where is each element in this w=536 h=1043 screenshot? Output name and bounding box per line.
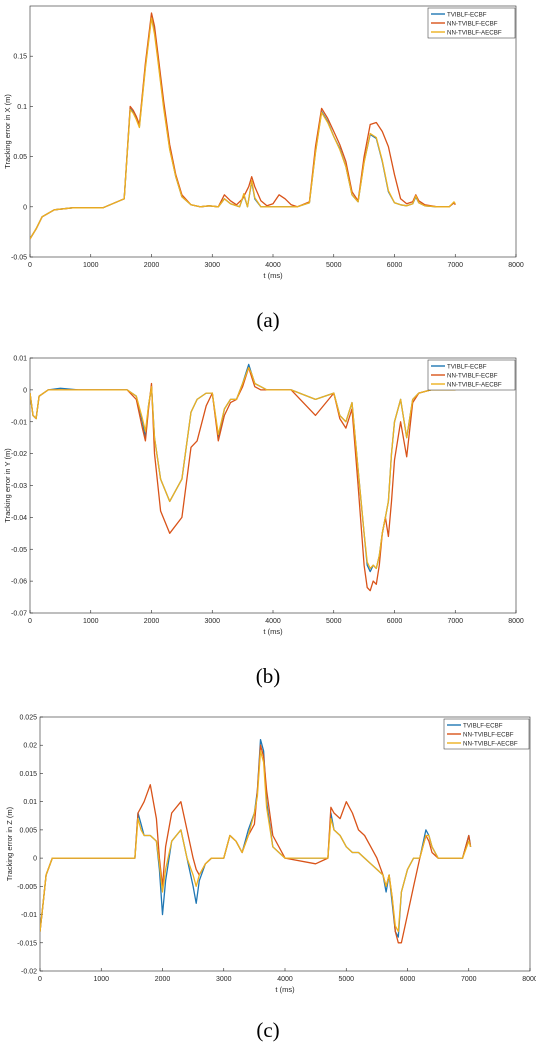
y-tick-label: -0.03: [11, 483, 27, 490]
y-tick-label: -0.01: [11, 419, 27, 426]
chart-panel-y: 0 1000 2000 3000 4000 5000 6000 7000 8000 -0.07 -0…: [0, 350, 536, 650]
series-line-2: [30, 366, 456, 592]
y-axis-ticks: -0.05 0 0.05 0.1 0.15: [11, 54, 33, 262]
y-tick-label: -0.06: [11, 579, 27, 586]
series-line-3: [40, 750, 472, 933]
y-axis-label: Tracking error in X (m): [3, 94, 12, 169]
x-tick-label: 8000: [522, 976, 536, 983]
y-tick-label: -0.01: [21, 912, 37, 919]
chart-panel-z: 0 1000 2000 3000 4000 5000 6000 7000 8000 -0.02 -0…: [0, 705, 536, 1005]
legend-entry-2: NN-TVIBLF-ECBF: [463, 731, 514, 738]
y-tick-label: -0.07: [11, 611, 27, 618]
y-tick-label: -0.05: [11, 547, 27, 554]
legend-entry-3: NN-TVIBLF-AECBF: [447, 29, 502, 36]
y-axis-ticks: -0.07 -0.06 -0.05 -0.04 -0.03 -0.02 -0.01 0 0.01: [11, 356, 33, 618]
x-tick-label: 2000: [144, 618, 160, 625]
legend-entry-1: TVIBLF-ECBF: [447, 11, 487, 18]
x-axis-ticks: 0 1000 2000 3000 4000 5000 6000 7000 8000: [28, 254, 524, 269]
x-tick-label: 4000: [277, 976, 293, 983]
x-tick-label: 5000: [326, 262, 342, 269]
tracking-error-y-chart: 0 1000 2000 3000 4000 5000 6000 7000 8000-0.07-0…: [3, 356, 524, 637]
y-axis-label: Tracking error in Y (m): [3, 448, 12, 523]
plot-area: [29, 5, 517, 258]
y-tick-label: 0: [23, 387, 27, 394]
y-axis-label: Tracking error in Z (m): [5, 806, 14, 881]
plot-area: [29, 357, 517, 614]
x-axis-label: t (ms): [263, 271, 283, 280]
x-tick-label: 6000: [387, 618, 403, 625]
legend-entry-3: NN-TVIBLF-AECBF: [447, 381, 502, 388]
x-axis-ticks: 0 1000 2000 3000 4000 5000 6000 7000 8000: [28, 610, 524, 625]
y-tick-label: 0.02: [23, 743, 37, 750]
legend-entry-2: NN-TVIBLF-ECBF: [447, 20, 498, 27]
x-tick-label: 0: [38, 976, 42, 983]
x-tick-label: 4000: [265, 618, 281, 625]
legend-entry-1: TVIBLF-ECBF: [463, 722, 503, 729]
caption-a: (a): [256, 308, 280, 332]
tracking-error-z-chart: 0 1000 2000 3000 4000 5000 6000 7000 8000-0.02-0…: [5, 715, 536, 995]
legend: TVIBLF-ECBF NN-TVIBLF-ECBF NN-TVIBLF-AECBF: [427, 359, 516, 391]
legend-entry-1: TVIBLF-ECBF: [447, 363, 487, 370]
y-tick-label: 0.025: [19, 715, 37, 722]
y-tick-label: 0.01: [23, 799, 37, 806]
legend: TVIBLF-ECBF NN-TVIBLF-ECBF NN-TVIBLF-AECBF: [443, 718, 530, 750]
x-tick-label: 5000: [338, 976, 354, 983]
series-line-3: [30, 366, 456, 570]
tracking-error-x-chart: 0 1000 2000 3000 4000 5000 6000 7000 8000-0.0500…: [3, 5, 524, 280]
x-tick-label: 0: [28, 618, 32, 625]
y-tick-label: -0.02: [21, 969, 37, 976]
x-tick-label: 1000: [93, 976, 109, 983]
y-tick-label: 0.005: [19, 827, 37, 834]
legend: TVIBLF-ECBF NN-TVIBLF-ECBF NN-TVIBLF-AECBF: [427, 7, 516, 39]
x-tick-label: 3000: [216, 976, 232, 983]
x-tick-label: 2000: [155, 976, 171, 983]
x-tick-label: 6000: [387, 262, 403, 269]
x-axis-ticks: 0 1000 2000 3000 4000 5000 6000 7000 8000: [38, 968, 536, 983]
legend-entry-2: NN-TVIBLF-ECBF: [447, 372, 498, 379]
y-tick-label: -0.04: [11, 515, 27, 522]
x-tick-label: 2000: [144, 262, 160, 269]
y-tick-label: 0.15: [13, 54, 27, 61]
y-tick-label: 0: [33, 856, 37, 863]
x-tick-label: 8000: [508, 262, 524, 269]
plot-area: [39, 716, 531, 972]
y-tick-label: -0.02: [11, 451, 27, 458]
x-tick-label: 3000: [204, 618, 220, 625]
y-tick-label: 0.05: [13, 154, 27, 161]
y-tick-label: -0.015: [17, 940, 37, 947]
caption-b: (b): [255, 664, 281, 688]
x-tick-label: 8000: [508, 618, 524, 625]
y-tick-label: 0.1: [17, 104, 27, 111]
x-tick-label: 4000: [265, 262, 281, 269]
x-tick-label: 7000: [447, 262, 463, 269]
x-tick-label: 7000: [461, 976, 477, 983]
x-tick-label: 7000: [447, 618, 463, 625]
x-tick-label: 6000: [400, 976, 416, 983]
y-tick-label: -0.005: [17, 884, 37, 891]
series-line-2: [40, 744, 472, 944]
series-line-3: [30, 17, 456, 240]
x-tick-label: 0: [28, 262, 32, 269]
y-tick-label: 0: [23, 204, 27, 211]
legend-entry-3: NN-TVIBLF-AECBF: [463, 740, 518, 747]
x-tick-label: 1000: [83, 618, 99, 625]
x-axis-label: t (ms): [275, 985, 295, 994]
caption-c: (c): [256, 1018, 280, 1042]
y-tick-label: 0.015: [19, 771, 37, 778]
y-tick-label: 0.01: [13, 356, 27, 363]
y-tick-label: -0.05: [11, 255, 27, 262]
x-tick-label: 1000: [83, 262, 99, 269]
y-axis-ticks: -0.02 -0.015 -0.01 -0.005 0 0.005 0.01 0.015 0.0…: [17, 715, 43, 976]
chart-panel-x: 0 1000 2000 3000 4000 5000 6000 7000 8000 -0.05 0 0…: [0, 0, 536, 300]
x-tick-label: 5000: [326, 618, 342, 625]
x-axis-label: t (ms): [263, 627, 283, 636]
x-tick-label: 3000: [204, 262, 220, 269]
